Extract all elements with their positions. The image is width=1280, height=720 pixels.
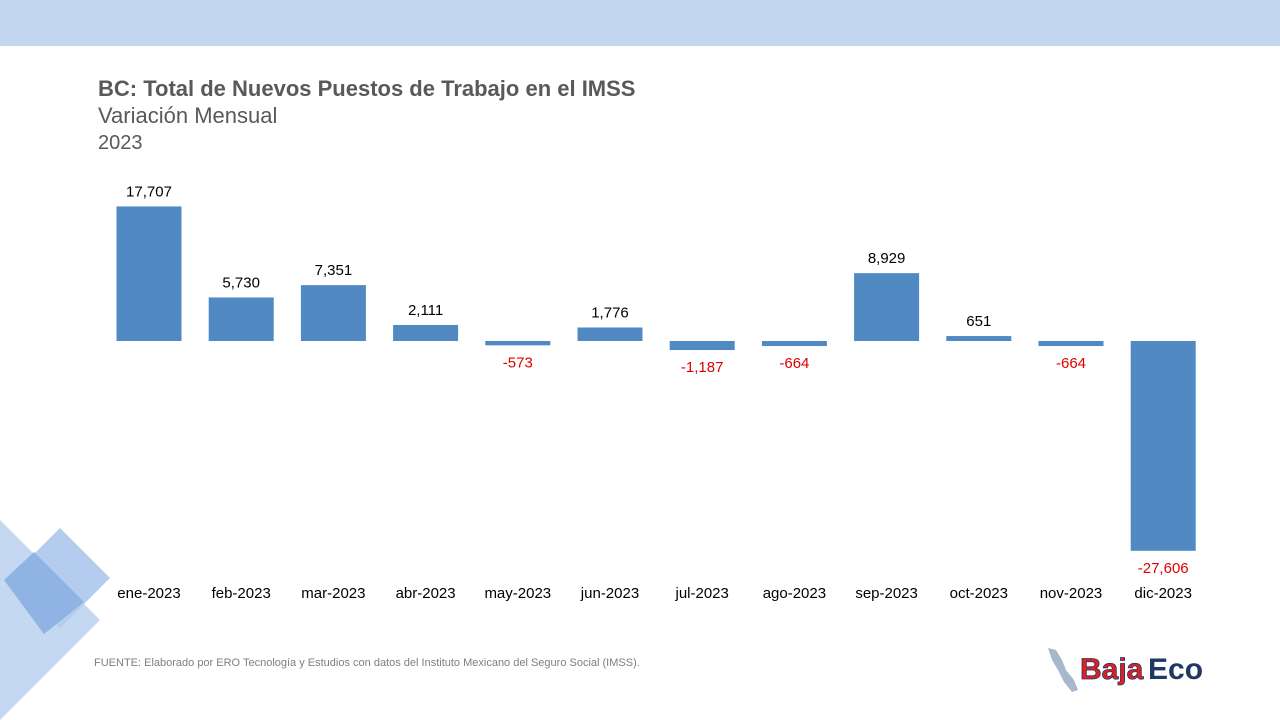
- diamond-overlap: [4, 552, 84, 634]
- data-label-ago-2023: -664: [779, 355, 809, 372]
- x-tick-label-abr-2023: abr-2023: [396, 585, 456, 602]
- chart-subtitle: Variación Mensual: [98, 103, 278, 128]
- bar-jul-2023: [669, 341, 735, 351]
- bar-dic-2023: [1130, 341, 1196, 551]
- x-tick-label-ene-2023: ene-2023: [117, 585, 180, 602]
- logo-word-eco: Eco: [1148, 653, 1203, 686]
- x-tick-label-feb-2023: feb-2023: [212, 585, 271, 602]
- x-tick-label-dic-2023: dic-2023: [1134, 585, 1192, 602]
- bar-sep-2023: [854, 273, 920, 341]
- data-label-ene-2023: 17,707: [126, 183, 172, 200]
- x-tick-label-may-2023: may-2023: [484, 585, 551, 602]
- x-tick-label-oct-2023: oct-2023: [950, 585, 1008, 602]
- bar-oct-2023: [946, 336, 1012, 341]
- data-label-jun-2023: 1,776: [591, 305, 629, 322]
- bar-ene-2023: [116, 206, 182, 341]
- bar-feb-2023: [208, 297, 274, 341]
- x-tick-label-sep-2023: sep-2023: [855, 585, 918, 602]
- data-label-may-2023: -573: [503, 354, 533, 371]
- bar-mar-2023: [300, 285, 366, 341]
- bajaeco-logo: Baja Eco: [1048, 648, 1203, 692]
- bar-nov-2023: [1038, 341, 1104, 347]
- x-tick-label-nov-2023: nov-2023: [1040, 585, 1103, 602]
- source-note: FUENTE: Elaborado por ERO Tecnología y E…: [94, 657, 640, 669]
- top-banner: [0, 0, 1280, 46]
- data-label-oct-2023: 651: [966, 313, 991, 330]
- decorative-diamonds: [0, 520, 110, 720]
- baja-peninsula-icon: [1048, 648, 1078, 692]
- data-label-jul-2023: -1,187: [681, 359, 724, 376]
- chart-title: BC: Total de Nuevos Puestos de Trabajo e…: [98, 76, 636, 101]
- data-label-dic-2023: -27,606: [1138, 560, 1189, 577]
- bar-jun-2023: [577, 327, 643, 341]
- data-label-sep-2023: 8,929: [868, 250, 906, 267]
- bar-may-2023: [485, 341, 551, 346]
- data-label-feb-2023: 5,730: [222, 274, 260, 291]
- title-block: BC: Total de Nuevos Puestos de Trabajo e…: [98, 76, 636, 156]
- x-tick-label-jun-2023: jun-2023: [580, 585, 639, 602]
- data-label-abr-2023: 2,111: [408, 302, 443, 319]
- chart-year: 2023: [98, 132, 143, 154]
- logo-word-baja: Baja: [1080, 653, 1144, 686]
- x-tick-label-ago-2023: ago-2023: [763, 585, 826, 602]
- bar-ago-2023: [761, 341, 827, 347]
- bar-abr-2023: [393, 324, 459, 341]
- data-label-nov-2023: -664: [1056, 355, 1086, 372]
- x-tick-label-mar-2023: mar-2023: [301, 585, 365, 602]
- x-tick-label-jul-2023: jul-2023: [675, 585, 729, 602]
- data-label-mar-2023: 7,351: [315, 262, 353, 279]
